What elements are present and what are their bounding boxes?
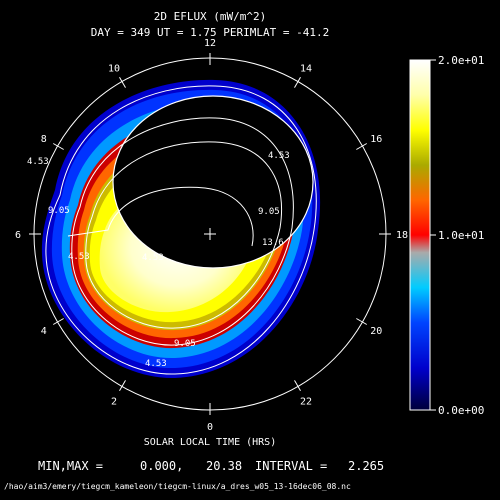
- hour-tick: [119, 380, 126, 392]
- contour-label: 4.53: [145, 359, 167, 369]
- stats-interval: 2.265: [348, 459, 384, 473]
- hour-tick-label: 20: [370, 326, 382, 337]
- contour-core: [67, 186, 254, 247]
- contour-outer: [45, 85, 317, 375]
- stats-label: MIN,MAX =: [38, 459, 103, 473]
- hour-tick-label: 0: [207, 422, 213, 433]
- hour-tick: [52, 318, 64, 325]
- polar-hole: [112, 95, 314, 269]
- contour-mid: [71, 117, 294, 346]
- contour-inner: [85, 141, 282, 329]
- contour-label: 9.05: [258, 207, 280, 217]
- hour-tick-label: 16: [370, 134, 382, 145]
- contour-label: 4.53: [142, 253, 164, 263]
- chart-subtitle: DAY = 349 UT = 1.75 PERIMLAT = -41.2: [91, 26, 329, 39]
- contour-label: 4.53: [68, 252, 90, 262]
- hour-tick-label: 8: [41, 134, 47, 145]
- colorbar-label-max: 2.0e+01: [438, 54, 484, 67]
- stats-max: 20.38: [206, 459, 242, 473]
- x-axis-label: SOLAR LOCAL TIME (HRS): [144, 437, 276, 448]
- hour-tick-label: 6: [15, 230, 21, 241]
- hour-tick-label: 2: [111, 396, 117, 407]
- hour-tick: [356, 143, 368, 150]
- hour-tick-label: 4: [41, 326, 47, 337]
- pole-marker: [204, 228, 216, 240]
- hour-tick-group: 12 14 16 18 20 22 0 2 4 6 8 10: [15, 38, 408, 433]
- hour-tick: [356, 318, 368, 325]
- chart-title: 2D EFLUX (mW/m^2): [154, 10, 267, 23]
- colorbar: [409, 59, 431, 411]
- hour-tick-label: 12: [204, 38, 216, 49]
- hour-tick: [119, 76, 126, 88]
- contour-label: 4.53: [268, 151, 290, 161]
- hour-tick-label: 14: [300, 64, 312, 75]
- hour-tick-label: 18: [396, 230, 408, 241]
- hour-tick: [52, 143, 64, 150]
- footer-path: /hao/aim3/emery/tiegcm_kameleon/tiegcm-l…: [4, 482, 351, 491]
- hour-tick: [294, 76, 301, 88]
- contour-label: 4.53: [27, 157, 49, 167]
- colorbar-label-mid: 1.0e+01: [438, 229, 484, 242]
- contour-label: 13.6: [262, 238, 284, 248]
- stats-min: 0.000,: [140, 459, 183, 473]
- colorbar-label-min: 0.0e+00: [438, 404, 484, 417]
- hour-tick-label: 22: [300, 396, 312, 407]
- contour-label-group: 4.53 4.53 4.53 4.53 9.05 9.05 9.05 13.6 …: [27, 151, 290, 369]
- contour-label: 9.05: [48, 206, 70, 216]
- hour-tick-label: 10: [108, 64, 120, 75]
- colorbar-ticks: [430, 59, 436, 411]
- contour-label: 9.05: [174, 339, 196, 349]
- hour-tick: [294, 380, 301, 392]
- stats-interval-label: INTERVAL =: [255, 459, 327, 473]
- contour-lines: [45, 85, 317, 375]
